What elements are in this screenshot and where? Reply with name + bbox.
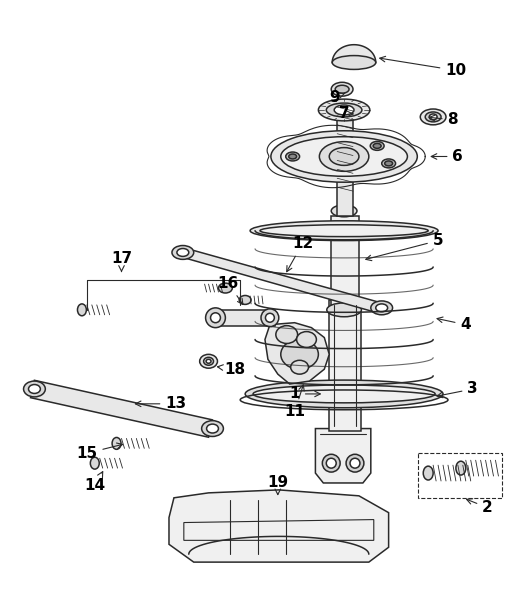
Ellipse shape bbox=[78, 304, 86, 316]
Ellipse shape bbox=[177, 249, 189, 256]
Text: 2: 2 bbox=[466, 499, 493, 515]
Ellipse shape bbox=[296, 332, 316, 348]
Ellipse shape bbox=[319, 141, 369, 171]
Polygon shape bbox=[331, 216, 359, 305]
Ellipse shape bbox=[329, 148, 359, 166]
Ellipse shape bbox=[384, 161, 393, 166]
Ellipse shape bbox=[326, 458, 336, 468]
Polygon shape bbox=[329, 300, 361, 431]
Ellipse shape bbox=[112, 438, 121, 449]
Ellipse shape bbox=[200, 355, 217, 368]
Ellipse shape bbox=[202, 421, 224, 436]
Ellipse shape bbox=[261, 309, 279, 327]
Ellipse shape bbox=[335, 85, 349, 93]
Text: 11: 11 bbox=[284, 385, 305, 419]
Ellipse shape bbox=[239, 296, 251, 305]
Text: 10: 10 bbox=[380, 57, 466, 78]
Ellipse shape bbox=[326, 103, 362, 117]
Ellipse shape bbox=[210, 313, 220, 323]
Ellipse shape bbox=[250, 221, 438, 240]
Ellipse shape bbox=[172, 246, 194, 259]
Text: 8: 8 bbox=[429, 112, 458, 127]
Ellipse shape bbox=[371, 301, 393, 315]
Ellipse shape bbox=[29, 385, 40, 393]
Text: 1: 1 bbox=[289, 386, 320, 402]
Ellipse shape bbox=[331, 205, 357, 217]
Text: 3: 3 bbox=[437, 382, 478, 398]
Polygon shape bbox=[176, 250, 389, 312]
Ellipse shape bbox=[265, 313, 275, 322]
Ellipse shape bbox=[253, 385, 435, 403]
Text: 12: 12 bbox=[287, 236, 313, 272]
Ellipse shape bbox=[318, 99, 370, 121]
Ellipse shape bbox=[260, 225, 428, 237]
Ellipse shape bbox=[281, 339, 318, 369]
Ellipse shape bbox=[23, 381, 45, 397]
Ellipse shape bbox=[322, 454, 340, 472]
Ellipse shape bbox=[425, 112, 441, 122]
Text: 18: 18 bbox=[217, 362, 246, 377]
Text: 6: 6 bbox=[431, 149, 463, 164]
Ellipse shape bbox=[289, 154, 296, 159]
Text: 4: 4 bbox=[437, 317, 471, 332]
Ellipse shape bbox=[331, 82, 353, 96]
Ellipse shape bbox=[456, 461, 466, 475]
Ellipse shape bbox=[334, 105, 354, 115]
Polygon shape bbox=[169, 490, 389, 562]
Ellipse shape bbox=[429, 114, 437, 120]
Ellipse shape bbox=[218, 283, 232, 293]
Ellipse shape bbox=[423, 466, 433, 480]
Ellipse shape bbox=[286, 152, 300, 161]
Polygon shape bbox=[337, 107, 353, 216]
Polygon shape bbox=[31, 380, 213, 437]
Text: 17: 17 bbox=[111, 251, 132, 272]
Polygon shape bbox=[265, 323, 329, 384]
Polygon shape bbox=[216, 310, 275, 326]
Ellipse shape bbox=[90, 457, 99, 469]
Ellipse shape bbox=[327, 303, 362, 317]
Ellipse shape bbox=[204, 358, 214, 365]
Polygon shape bbox=[315, 429, 371, 483]
Ellipse shape bbox=[271, 131, 417, 182]
Ellipse shape bbox=[382, 159, 395, 168]
Ellipse shape bbox=[420, 109, 446, 125]
Text: 19: 19 bbox=[267, 475, 289, 495]
Ellipse shape bbox=[276, 326, 297, 343]
Ellipse shape bbox=[207, 424, 218, 433]
Ellipse shape bbox=[376, 304, 388, 312]
Text: 5: 5 bbox=[366, 233, 443, 261]
Text: 13: 13 bbox=[135, 396, 187, 411]
Ellipse shape bbox=[281, 137, 407, 176]
Text: 14: 14 bbox=[84, 472, 105, 494]
Ellipse shape bbox=[206, 359, 211, 363]
Text: 16: 16 bbox=[218, 276, 243, 305]
Text: 15: 15 bbox=[76, 443, 122, 461]
Ellipse shape bbox=[291, 360, 308, 374]
Text: 9: 9 bbox=[329, 90, 345, 105]
Ellipse shape bbox=[206, 308, 226, 327]
Ellipse shape bbox=[373, 143, 381, 148]
Ellipse shape bbox=[332, 55, 376, 70]
Ellipse shape bbox=[370, 141, 384, 150]
Ellipse shape bbox=[350, 458, 360, 468]
Ellipse shape bbox=[346, 454, 364, 472]
Polygon shape bbox=[332, 45, 376, 62]
Text: 7: 7 bbox=[339, 107, 353, 121]
Ellipse shape bbox=[245, 380, 443, 408]
